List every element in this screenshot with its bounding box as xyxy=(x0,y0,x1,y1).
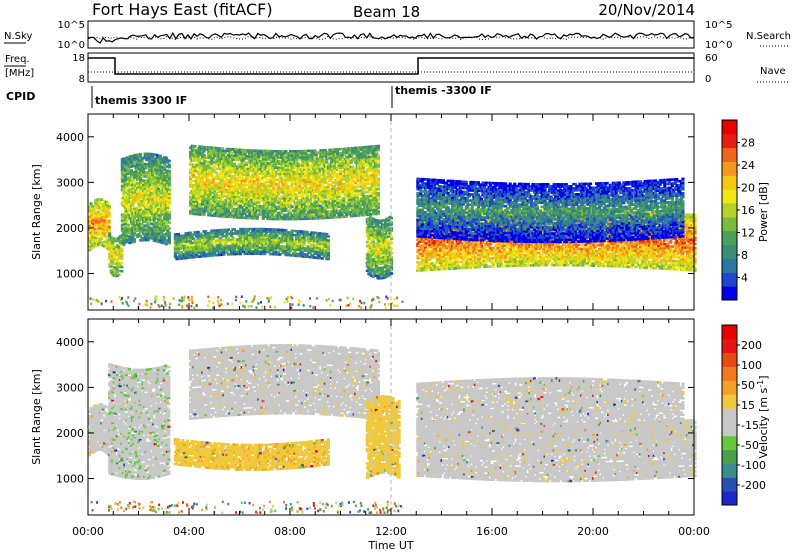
echo-cell xyxy=(120,266,123,269)
cpid-segment-0: themis 3300 IF xyxy=(95,94,187,107)
noise-left-tick-bottom: 10^0 xyxy=(58,40,85,51)
echo-cell xyxy=(90,202,93,205)
freq-label-2: [MHz] xyxy=(5,68,34,79)
echo-cell xyxy=(100,198,103,201)
nave-label: Nave xyxy=(760,66,786,77)
beam-label: Beam 18 xyxy=(353,3,420,21)
cpid-label: CPID xyxy=(6,90,35,103)
echo-cell xyxy=(100,242,103,245)
echo-cell xyxy=(96,207,99,210)
echo-cell xyxy=(124,175,127,178)
echo-cell xyxy=(145,171,148,174)
cpid-segment-1: themis -3300 IF xyxy=(395,84,492,97)
echo-cell xyxy=(138,182,141,185)
echo-cell xyxy=(133,238,136,241)
noise-right-tick-bottom: 10^0 xyxy=(705,40,732,51)
noise-right-tick-top: 10^5 xyxy=(705,20,732,31)
power-data xyxy=(88,114,697,310)
echo-cell xyxy=(108,211,111,214)
echo-cell xyxy=(121,185,124,188)
echo-cell xyxy=(120,247,123,250)
echo-cell xyxy=(133,208,136,211)
echo-cell xyxy=(122,188,125,191)
noise-panel: N.Sky 10^5 10^0 10^5 10^0 N.Search xyxy=(4,20,791,51)
date-label: 20/Nov/2014 xyxy=(598,1,695,19)
echo-cell xyxy=(108,226,111,229)
echo-cell xyxy=(91,205,94,208)
echo-cell xyxy=(106,202,109,205)
noise-sky-trace xyxy=(88,33,694,43)
echo-cell xyxy=(127,168,130,171)
echo-cell xyxy=(117,269,120,272)
nave-tick-bottom: 0 xyxy=(705,74,711,85)
freq-tick-top: 18 xyxy=(72,53,85,64)
echo-cell xyxy=(108,232,111,235)
figure: Fort Hays East (fitACF) Beam 18 20/Nov/2… xyxy=(0,0,800,554)
echo-cell xyxy=(156,154,159,157)
freq-panel: Freq. [MHz] 18 8 60 0 Nave xyxy=(4,53,790,85)
echo-cell xyxy=(108,205,111,208)
freq-label-1: Freq. xyxy=(5,54,30,65)
echo-cell xyxy=(117,274,120,277)
nave-tick-top: 60 xyxy=(705,53,718,64)
echo-cell xyxy=(128,178,131,181)
freq-tick-bottom: 8 xyxy=(79,74,85,85)
noise-sky-label: N.Sky xyxy=(4,31,32,42)
noise-left-tick-top: 10^5 xyxy=(58,20,85,31)
echo-cell xyxy=(120,262,123,265)
chart-title: Fort Hays East (fitACF) xyxy=(92,0,273,19)
echo-cell xyxy=(96,240,99,243)
echo-cell xyxy=(127,224,130,227)
echo-cell xyxy=(139,153,142,156)
echo-cell xyxy=(120,270,123,273)
cpid-row: CPID themis 3300 IF themis -3300 IF xyxy=(6,84,492,108)
noise-search-label: N.Search xyxy=(746,31,791,42)
echo-cell xyxy=(108,220,111,223)
